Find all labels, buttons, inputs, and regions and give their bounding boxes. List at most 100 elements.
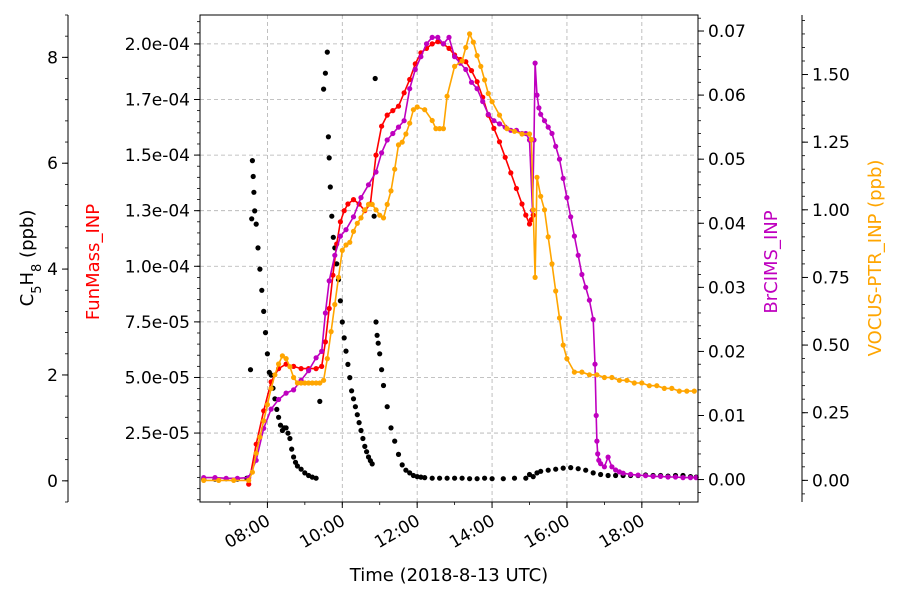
- vocus-point-79: [556, 315, 563, 321]
- brcims-point-24: [379, 150, 385, 156]
- vocus-point-45: [403, 131, 409, 137]
- funmass-point-7: [298, 366, 304, 372]
- brcims-point-58: [541, 118, 548, 124]
- vocus-point-6: [257, 434, 263, 440]
- vocus-point-8: [264, 402, 270, 408]
- vocus-point-17: [298, 380, 304, 386]
- brcims-point-33: [429, 34, 435, 41]
- funmass-point-13: [330, 272, 336, 278]
- c5h8-point-72: [374, 332, 380, 338]
- c5h8-point-57: [349, 388, 355, 394]
- funmass-point-50: [526, 221, 533, 227]
- c5h8-point-98: [511, 475, 518, 481]
- c5h8-point-46: [329, 213, 335, 219]
- c5h8-point-101: [530, 474, 536, 480]
- vocus-point-21: [313, 380, 319, 386]
- brcims-point-41: [474, 86, 480, 92]
- c5h8-point-83: [407, 470, 413, 476]
- vocus-point-91: [639, 380, 645, 386]
- vocus-axis: 0.00 0.25 0.50 0.75 1.00 1.25 1.50: [801, 15, 850, 502]
- vocus-tick-label-1: 0.25: [812, 404, 850, 424]
- vocus-point-76: [545, 234, 551, 240]
- brcims-point-14: [319, 348, 325, 354]
- vocus-point-56: [459, 58, 465, 64]
- c5h8-point-52: [339, 319, 345, 325]
- c5h8-point-99: [523, 475, 529, 481]
- vocus-point-96: [676, 388, 682, 394]
- brcims-axis: 0.00 0.01 0.02 0.03 0.04 0.05 0.06 0.07: [698, 17, 746, 493]
- brcims-point-13: [313, 355, 319, 361]
- brcims-point-34: [435, 34, 441, 41]
- brcims-tick-label-4: 0.04: [708, 214, 746, 234]
- vocus-point-39: [380, 215, 387, 221]
- c5h8-point-82: [403, 467, 409, 473]
- vocus-point-36: [369, 201, 375, 207]
- vocus-tick-label-5: 1.25: [812, 133, 850, 153]
- c5h8-point-110: [590, 470, 596, 476]
- c5h8-point-17: [264, 351, 270, 357]
- brcims-point-57: [538, 111, 544, 117]
- brcims-point-25: [384, 137, 390, 143]
- funmass-point-48: [519, 201, 525, 207]
- brcims-point-28: [401, 118, 407, 124]
- vocus-point-18: [302, 380, 308, 386]
- c5h8-axis-title: C5H8 (ppb): [17, 210, 45, 307]
- vocus-point-95: [669, 385, 675, 391]
- c5h8-point-9: [251, 189, 257, 195]
- series-layer: [201, 31, 699, 487]
- brcims-point-91: [680, 475, 686, 481]
- vocus-point-26: [332, 301, 338, 308]
- vocus-tick-label-4: 1.00: [812, 201, 850, 221]
- vocus-series: [201, 31, 697, 483]
- vocus-point-30: [347, 239, 353, 245]
- c5h8-point-97: [500, 476, 506, 482]
- brcims-tick-label-5: 0.05: [708, 150, 746, 170]
- vocus-point-63: [485, 90, 491, 97]
- brcims-point-59: [545, 124, 551, 130]
- funmass-point-47: [513, 185, 520, 192]
- brcims-point-62: [556, 156, 563, 162]
- c5h8-point-62: [358, 427, 364, 434]
- c5h8-point-41: [322, 70, 328, 76]
- brcims-point-92: [687, 475, 694, 481]
- vocus-point-44: [399, 139, 405, 145]
- c5h8-point-68: [369, 461, 375, 467]
- vocus-point-49: [422, 107, 428, 113]
- funmass-tick-label-4: 1.3e-04: [125, 202, 190, 222]
- vocus-point-40: [384, 201, 390, 207]
- funmass-tick-label-0: 2.5e-05: [125, 424, 190, 444]
- brcims-point-61: [553, 143, 559, 149]
- brcims-point-9: [283, 390, 289, 396]
- brcims-axis-title: BrCIMS_INP: [761, 210, 782, 313]
- vocus-tick-label-0: 0.00: [812, 471, 850, 491]
- vocus-point-93: [654, 383, 660, 389]
- vocus-point-94: [661, 385, 667, 391]
- vocus-point-4: [249, 469, 255, 475]
- c5h8-point-28: [285, 430, 291, 436]
- brcims-point-63: [560, 175, 566, 181]
- c5h8-point-40: [321, 86, 327, 92]
- vocus-point-75: [541, 207, 548, 213]
- vocus-point-1: [216, 477, 222, 483]
- c5h8-point-80: [395, 451, 402, 457]
- vocus-point-73: [534, 174, 540, 180]
- c5h8-point-35: [302, 470, 308, 476]
- funmass-series-line: [247, 40, 534, 485]
- c5h8-tick-label-3: 6: [47, 154, 58, 174]
- brcims-point-10: [291, 387, 297, 393]
- funmass-tick-label-2: 7.5e-05: [125, 313, 190, 333]
- vocus-point-22: [317, 380, 323, 386]
- c5h8-point-103: [538, 468, 544, 474]
- vocus-point-72: [532, 274, 538, 280]
- brcims-point-86: [643, 473, 649, 479]
- c5h8-point-74: [377, 351, 383, 357]
- vocus-point-24: [324, 356, 330, 362]
- c5h8-point-31: [291, 454, 297, 460]
- c5h8-point-24: [277, 422, 284, 428]
- funmass-point-22: [373, 152, 379, 158]
- brcims-point-21: [358, 195, 364, 201]
- c5h8-point-113: [613, 472, 619, 479]
- c5h8-point-19: [268, 372, 274, 378]
- c5h8-point-93: [467, 476, 473, 482]
- c5h8-point-54: [343, 348, 349, 354]
